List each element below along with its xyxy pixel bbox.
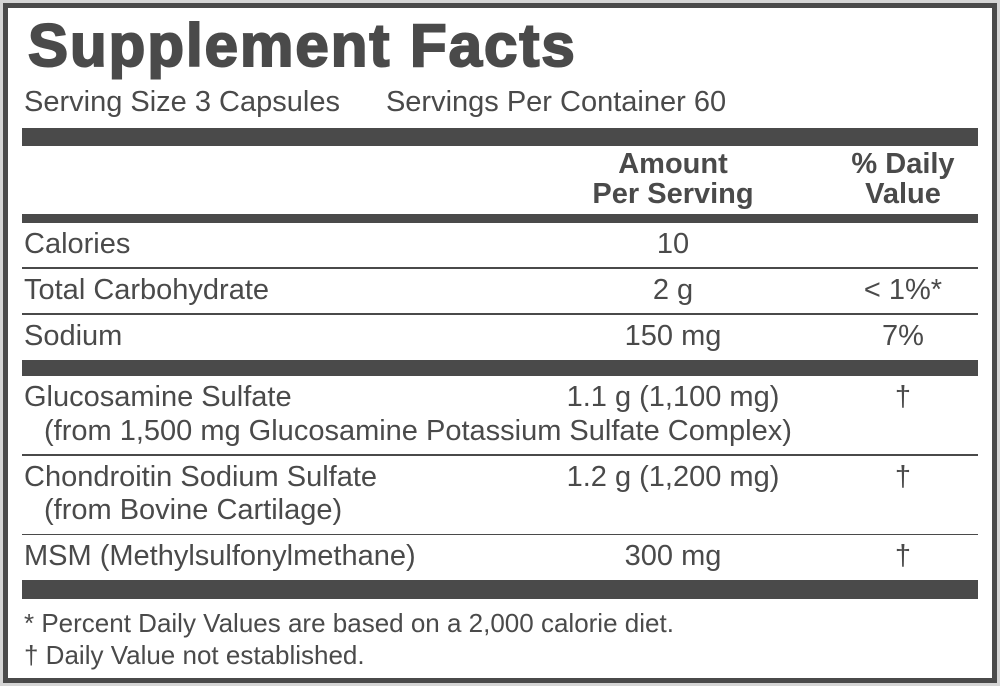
footnote-daily-values: * Percent Daily Values are based on a 2,… [24,607,674,638]
panel-title: Supplement Facts [27,12,577,79]
hairline-rule [22,533,978,536]
nutrient-name: Glucosamine Sulfate [24,381,292,414]
table-row-total-carbohydrate: Total Carbohydrate 2 g < 1%* [22,269,978,313]
separator-bar-bottom [22,579,978,599]
nutrient-amount: 300 mg [624,540,722,573]
nutrient-daily-value: 7% [882,320,924,353]
footnote-daily-value-not-established: † Daily Value not established. [24,640,365,671]
nutrient-amount: 150 mg [624,320,722,353]
serving-info: Serving Size 3 Capsules Servings Per Con… [24,86,978,119]
nutrient-amount: 1.2 g (1,200 mg) [566,460,780,493]
nutrient-amount: 10 [656,227,690,260]
nutrient-daily-value: † [894,540,912,573]
nutrient-source-note: (from 1,500 mg Glucosamine Potassium Sul… [44,414,792,447]
hairline-rule [22,313,978,316]
hairline-rule [22,454,978,456]
nutrient-daily-value: † [894,460,912,493]
nutrient-name: Sodium [24,320,123,353]
percent-daily-value-header: % Daily Value [851,147,955,211]
nutrient-amount: 1.1 g (1,100 mg) [566,381,780,414]
nutrient-name: Chondroitin Sodium Sulfate [24,460,378,493]
footnotes: * Percent Daily Values are based on a 2,… [22,599,978,673]
separator-bar-middle [22,359,978,377]
separator-bar-header [22,213,978,223]
hairline-rule [22,267,978,270]
nutrient-name: MSM (Methylsulfonylmethane) [24,540,416,573]
nutrient-daily-value: < 1%* [863,274,943,307]
nutrient-name: Total Carbohydrate [24,274,270,307]
table-row-chondroitin-sodium-sulfate: Chondroitin Sodium Sulfate 1.2 g (1,200 … [22,456,978,534]
supplement-facts-panel: Supplement Facts Serving Size 3 Capsules… [3,3,997,683]
amount-per-serving-header: Amount Per Serving [592,147,754,211]
column-header-row: Amount Per Serving % Daily Value [22,146,978,214]
table-row-sodium: Sodium 150 mg 7% [22,315,978,359]
table-row-msm: MSM (Methylsulfonylmethane) 300 mg † [22,535,978,579]
table-row-glucosamine-sulfate: Glucosamine Sulfate 1.1 g (1,100 mg) † (… [22,376,978,454]
nutrient-source-note: (from Bovine Cartilage) [44,494,343,527]
separator-bar-top [22,127,978,146]
nutrient-daily-value: † [894,381,912,414]
servings-per-container-text: Servings Per Container 60 [385,86,727,118]
serving-size-text: Serving Size 3 Capsules [24,86,340,118]
nutrient-name: Calories [24,227,131,260]
nutrient-amount: 2 g [652,274,694,307]
table-row-calories: Calories 10 [22,223,978,267]
